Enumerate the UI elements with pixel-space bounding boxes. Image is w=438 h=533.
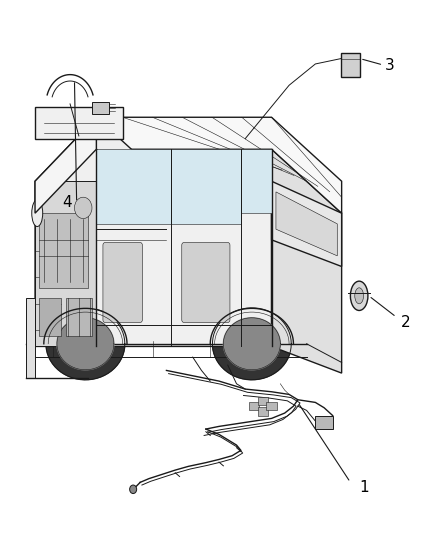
Polygon shape (272, 149, 342, 373)
Polygon shape (276, 192, 337, 256)
Bar (249, 402, 259, 410)
Polygon shape (223, 318, 280, 370)
Bar (258, 397, 268, 405)
Polygon shape (272, 181, 342, 266)
Polygon shape (46, 308, 125, 379)
Polygon shape (96, 117, 342, 213)
Polygon shape (26, 298, 35, 378)
Bar (258, 407, 268, 416)
Ellipse shape (350, 281, 368, 310)
Circle shape (130, 485, 137, 494)
Polygon shape (35, 181, 96, 346)
Bar (39, 298, 61, 336)
Polygon shape (212, 308, 291, 379)
Ellipse shape (32, 200, 43, 227)
Polygon shape (35, 107, 123, 139)
Text: 4: 4 (63, 195, 72, 210)
Polygon shape (96, 117, 166, 213)
Bar (66, 298, 92, 336)
FancyBboxPatch shape (39, 213, 88, 288)
Polygon shape (171, 149, 241, 224)
Bar (266, 402, 277, 410)
Ellipse shape (355, 288, 364, 304)
Polygon shape (241, 149, 272, 213)
Bar (341, 53, 360, 77)
Polygon shape (57, 318, 114, 370)
Circle shape (74, 197, 92, 219)
FancyBboxPatch shape (103, 243, 142, 322)
Text: 2: 2 (401, 315, 410, 330)
Bar (315, 416, 333, 429)
Polygon shape (96, 149, 171, 224)
Polygon shape (35, 117, 96, 213)
FancyBboxPatch shape (182, 243, 230, 322)
Text: 1: 1 (359, 480, 369, 495)
Polygon shape (35, 117, 272, 346)
Bar (92, 102, 109, 114)
Polygon shape (35, 181, 61, 346)
Text: 3: 3 (385, 58, 394, 72)
